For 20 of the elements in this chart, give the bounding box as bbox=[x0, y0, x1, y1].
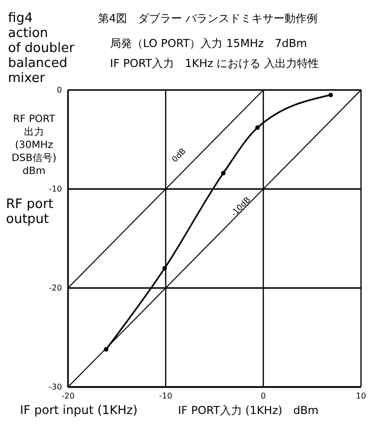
point bbox=[328, 92, 333, 98]
x-tick-label: -10 bbox=[159, 392, 172, 401]
text: IF port input (1KHz) bbox=[20, 403, 138, 417]
x-tick-label: 0 bbox=[260, 392, 266, 401]
point bbox=[162, 266, 167, 270]
point bbox=[221, 170, 226, 176]
chart-subtitle: 局発（LO PORT）入力 15MHz 7dBm IF PORT入力 1KHz における 入出力特性 bbox=[110, 37, 320, 70]
y-tick-label: -30 bbox=[48, 382, 62, 392]
x-axis-title: IF PORT入力 (1KHz) dBm bbox=[178, 404, 319, 417]
point bbox=[255, 125, 260, 130]
chart-title: 第4図 ダブラー バランスドミキサー動作例 bbox=[98, 12, 318, 25]
x-tick-label: 10 bbox=[356, 392, 366, 401]
y-tick-label: 0 bbox=[56, 86, 62, 95]
x-tick-label: -20 bbox=[61, 392, 75, 401]
text: 0dB bbox=[170, 146, 188, 164]
caption: fig4 action of doubler balanced mixer bbox=[8, 11, 75, 86]
y-tick-label: -20 bbox=[48, 284, 62, 293]
y-axis-title: RF PORT 出力 (30MHz DSB信号) dBm bbox=[12, 114, 56, 177]
text: RF port output bbox=[6, 197, 54, 227]
y-tick-label: -10 bbox=[48, 184, 62, 194]
